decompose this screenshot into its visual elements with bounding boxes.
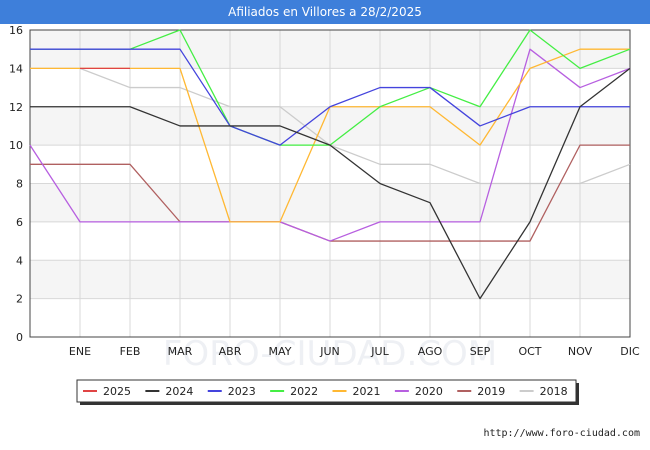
y-tick-label: 0 [16, 331, 23, 344]
y-tick-label: 6 [16, 216, 23, 229]
x-tick-label: OCT [518, 345, 541, 358]
y-tick-label: 14 [9, 62, 23, 75]
legend-label-2025: 2025 [103, 385, 131, 398]
series-line-2023 [30, 48, 630, 146]
plot-border [29, 29, 631, 338]
y-tick-label: 16 [9, 24, 23, 37]
y-tick-label: 10 [9, 139, 23, 152]
y-tick-label: 8 [16, 178, 23, 191]
x-tick-label: NOV [568, 345, 593, 358]
legend-label-2019: 2019 [477, 385, 505, 398]
x-tick-label: FEB [120, 345, 141, 358]
x-tick-label: ENE [69, 345, 91, 358]
legend-label-2018: 2018 [540, 385, 568, 398]
x-tick-label: ABR [219, 345, 242, 358]
x-tick-label: DIC [620, 345, 640, 358]
legend-label-2022: 2022 [290, 385, 318, 398]
x-tick-label: MAR [168, 345, 193, 358]
legend-label-2020: 2020 [415, 385, 443, 398]
x-tick-label: AGO [418, 345, 443, 358]
x-tick-label: JUN [319, 345, 340, 358]
legend [76, 379, 577, 403]
y-tick-label: 2 [16, 293, 23, 306]
legend-label-2021: 2021 [353, 385, 381, 398]
legend-label-2024: 2024 [165, 385, 193, 398]
title-bar [0, 0, 650, 24]
series-line-2024 [30, 67, 631, 300]
x-tick-label: JUL [370, 345, 389, 358]
chart-title: Afiliados en Villores a 28/2/2025 [228, 5, 422, 19]
footer-url[interactable]: http://www.foro-ciudad.com [483, 428, 640, 439]
y-tick-label: 4 [16, 254, 23, 267]
legend-label-2023: 2023 [228, 385, 256, 398]
y-tick-label: 12 [9, 101, 23, 114]
x-tick-label: MAY [269, 345, 292, 358]
watermark: FORO-CIUDAD.COM [163, 334, 497, 374]
x-tick-label: SEP [470, 345, 491, 358]
series-line-2020 [29, 48, 631, 242]
